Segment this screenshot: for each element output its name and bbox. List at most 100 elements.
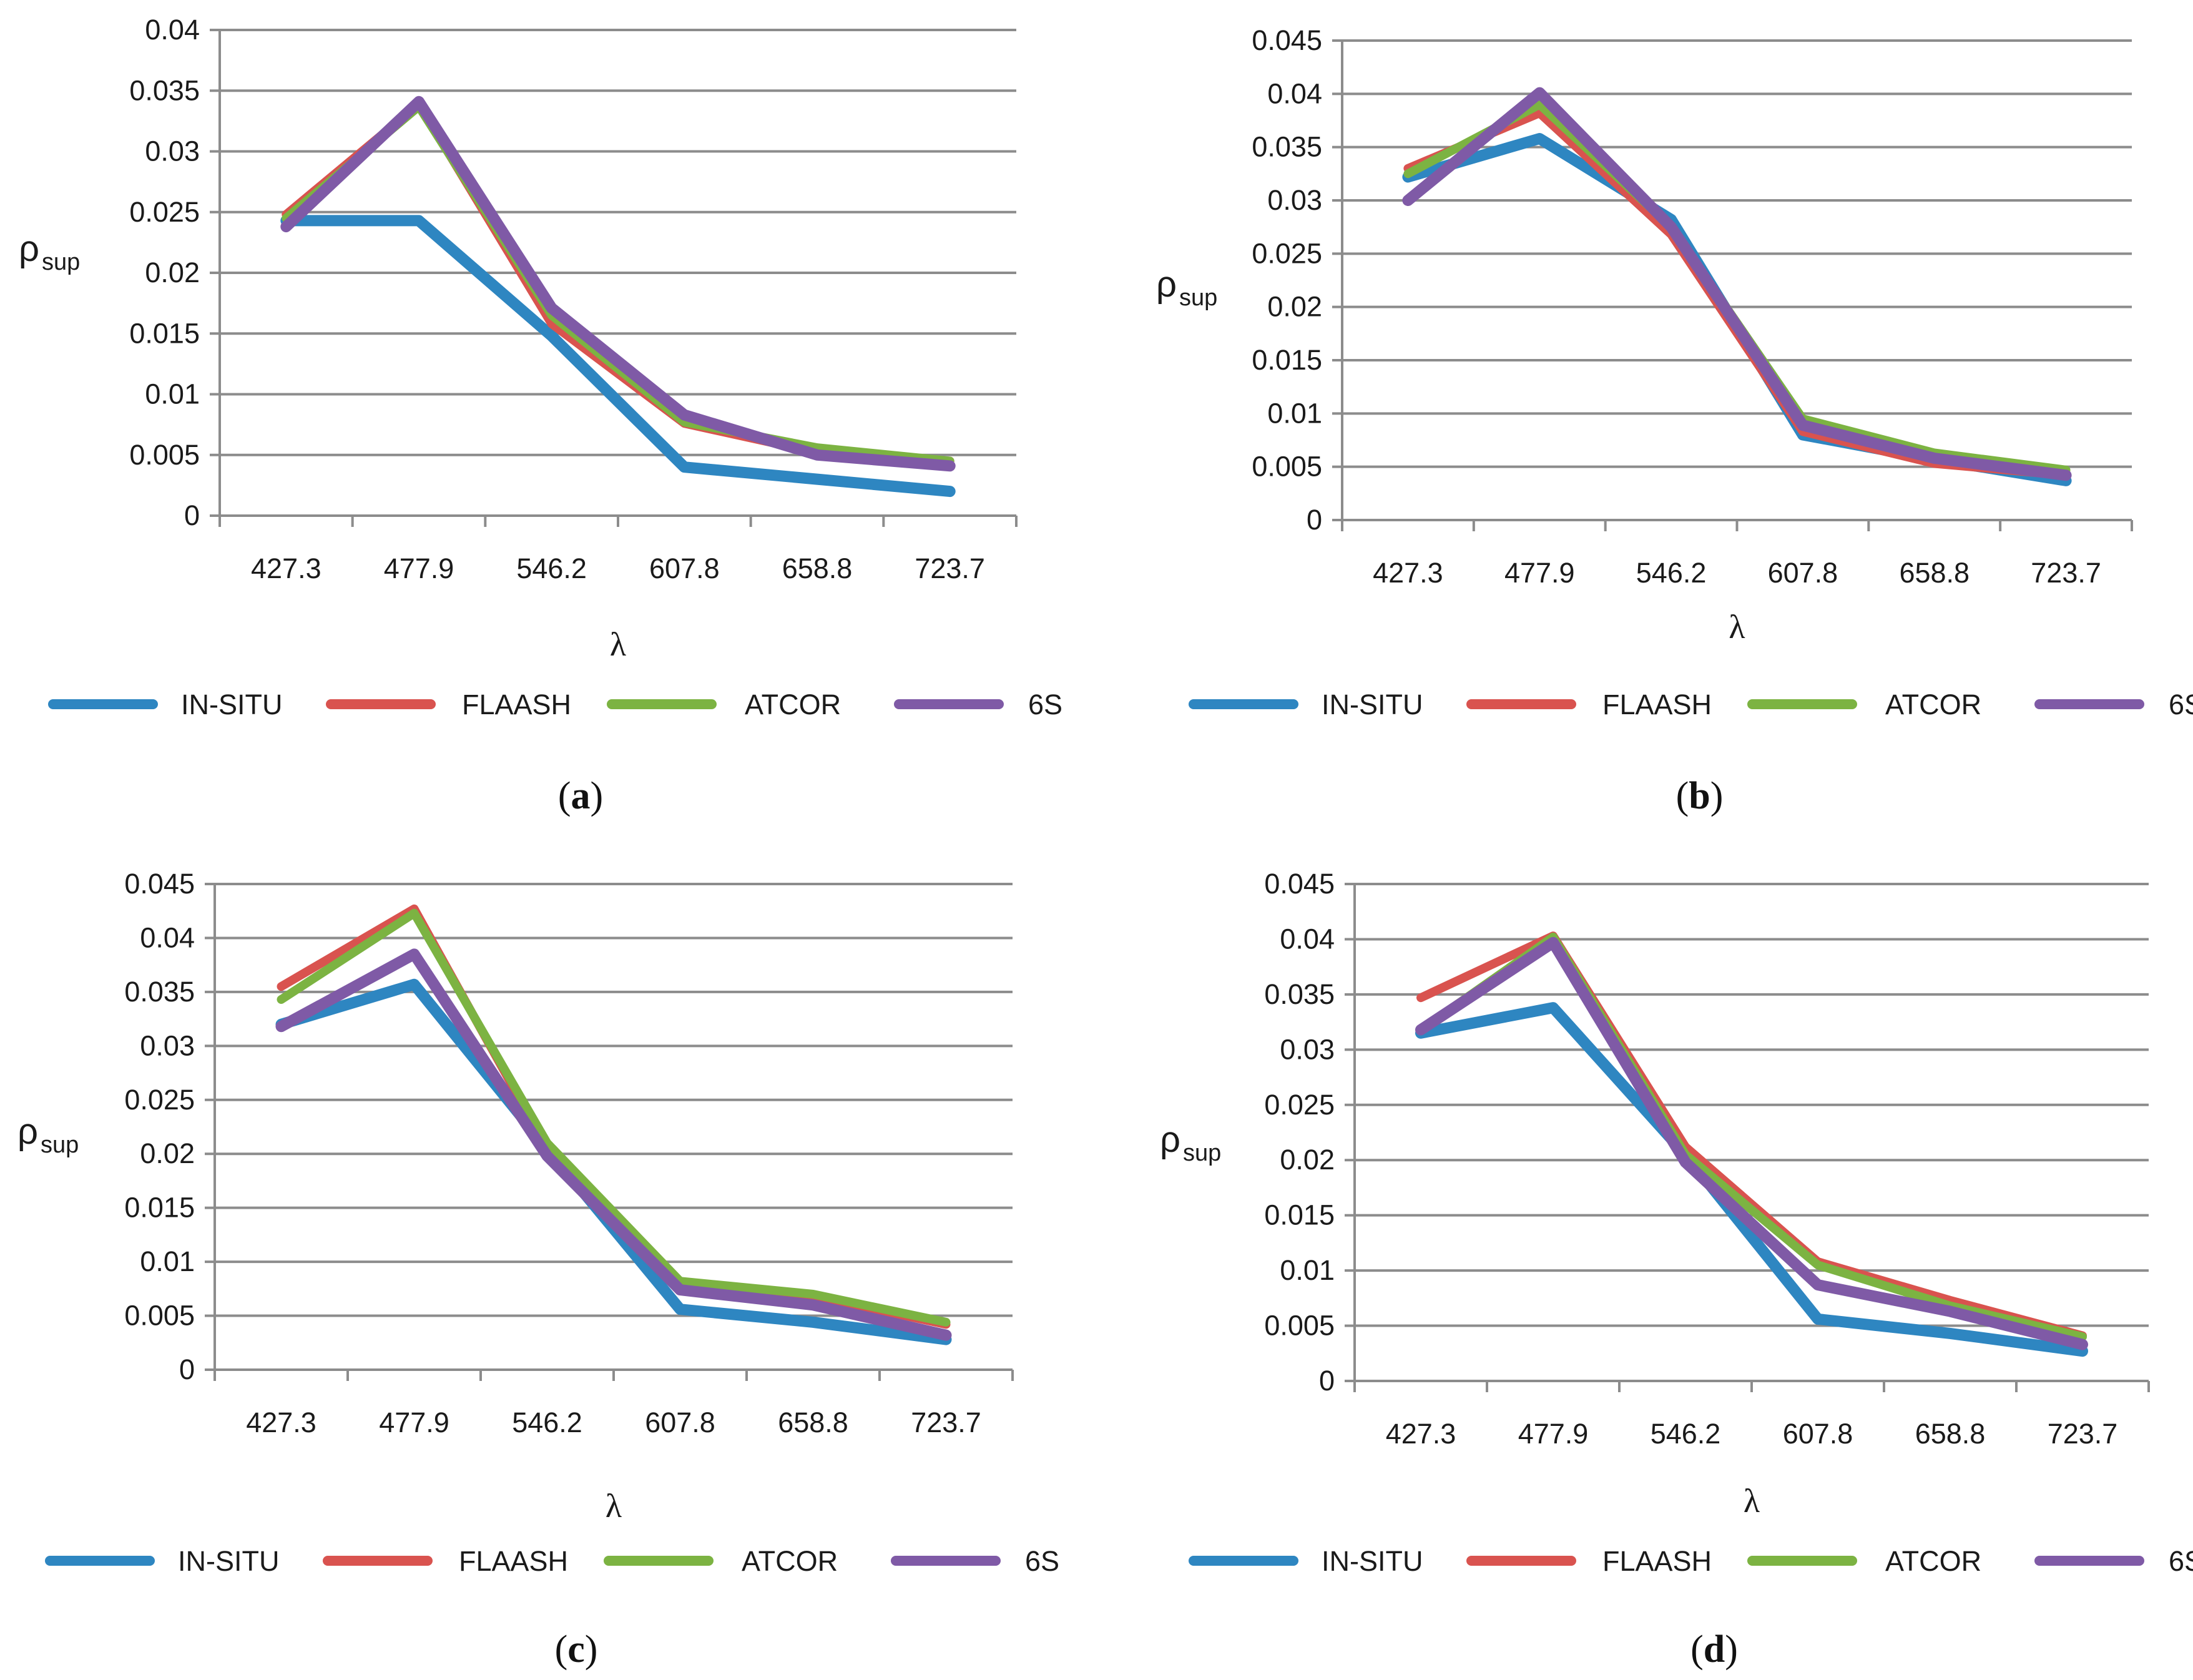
chart-panel-a: 0 0.005 0.01 0.015 0.02 0.025 0.03 0.035 0.04 427… xyxy=(19,14,1062,817)
x-axis-title: λ xyxy=(1744,1482,1760,1520)
x-tick-label: 607.8 xyxy=(1768,557,1838,589)
y-axis-title: ρ sup xyxy=(17,1111,79,1158)
legend-label-in-situ: IN-SITU xyxy=(1322,689,1423,720)
legend-label-6s: 6S xyxy=(2169,689,2193,720)
panel-label: (c) xyxy=(555,1628,598,1671)
panel-label: (b) xyxy=(1676,775,1724,817)
series-line-flaash xyxy=(1403,109,2071,480)
series-line-flaash xyxy=(1416,931,2087,1340)
series-line-in-situ xyxy=(275,978,952,1345)
series-line-atcor xyxy=(1416,932,2087,1342)
x-tick-label: 658.8 xyxy=(1915,1418,1986,1450)
y-tick-label: 0.025 xyxy=(129,196,200,228)
series-line-6s xyxy=(275,948,952,1341)
series-line-6s xyxy=(1415,936,2088,1350)
x-tick-label: 658.8 xyxy=(1899,557,1970,589)
legend-label-in-situ: IN-SITU xyxy=(181,689,283,720)
x-tick-label: 477.9 xyxy=(384,553,454,584)
panel-label: (d) xyxy=(1690,1628,1738,1671)
x-tick-label: 658.8 xyxy=(782,553,853,584)
y-tick-label: 0.02 xyxy=(145,257,200,288)
y-axis-title: ρ sup xyxy=(1156,264,1217,311)
y-tick-label: 0.035 xyxy=(1252,131,1322,163)
legend-label-flaash: FLAASH xyxy=(1602,689,1712,720)
series-line-atcor xyxy=(1403,100,2071,474)
x-tick-label: 607.8 xyxy=(645,1407,715,1438)
y-tick-label: 0.01 xyxy=(140,1245,195,1277)
y-axis-title: ρ sup xyxy=(19,228,80,275)
x-tick-label: 546.2 xyxy=(512,1407,582,1438)
x-tick-label: 477.9 xyxy=(1518,1418,1589,1450)
y-tick-label: 0.035 xyxy=(1264,978,1335,1010)
series-line-6s xyxy=(280,96,956,472)
y-tick-label: 0.01 xyxy=(1267,397,1322,429)
y-tick-label: 0.015 xyxy=(129,317,200,349)
legend-label-flaash: FLAASH xyxy=(462,689,571,720)
y-tick-label: 0.02 xyxy=(1267,291,1322,323)
x-tick-label: 607.8 xyxy=(649,553,720,584)
y-tick-label: 0 xyxy=(179,1353,195,1385)
legend-label-atcor: ATCOR xyxy=(745,689,841,720)
x-tick-label: 427.3 xyxy=(246,1407,316,1438)
y-tick-label: 0 xyxy=(1319,1365,1335,1397)
legend-label-flaash: FLAASH xyxy=(459,1545,568,1577)
series-line-atcor xyxy=(277,908,951,1327)
legend-label-6s: 6S xyxy=(1028,689,1062,720)
y-tick-label: 0 xyxy=(1307,504,1322,536)
y-tick-label: 0 xyxy=(184,499,200,531)
y-tick-label: 0.01 xyxy=(1280,1254,1335,1286)
legend-label-6s: 6S xyxy=(1025,1545,1059,1577)
y-tick-label: 0.03 xyxy=(145,135,200,167)
x-tick-label: 546.2 xyxy=(1636,557,1707,589)
y-tick-label: 0.03 xyxy=(1267,184,1322,216)
x-tick-label: 607.8 xyxy=(1783,1418,1853,1450)
x-tick-label: 723.7 xyxy=(911,1407,981,1438)
y-tick-label: 0.035 xyxy=(124,976,195,1008)
x-axis-title: λ xyxy=(606,1487,622,1525)
x-tick-label: 427.3 xyxy=(1386,1418,1456,1450)
legend-label-atcor: ATCOR xyxy=(1885,689,1981,720)
x-tick-label: 723.7 xyxy=(915,553,985,584)
y-tick-label: 0.03 xyxy=(140,1029,195,1061)
legend-label-flaash: FLAASH xyxy=(1602,1545,1712,1577)
x-tick-label: 658.8 xyxy=(778,1407,848,1438)
legend-label-6s: 6S xyxy=(2169,1545,2193,1577)
y-tick-label: 0.035 xyxy=(129,74,200,106)
y-tick-label: 0.015 xyxy=(124,1192,195,1224)
series-line-in-situ xyxy=(1415,1002,2088,1357)
y-tick-label: 0.025 xyxy=(1264,1089,1335,1121)
y-tick-label: 0.025 xyxy=(124,1084,195,1116)
y-tick-label: 0.02 xyxy=(1280,1144,1335,1176)
x-tick-label: 477.9 xyxy=(379,1407,449,1438)
chart-panel-c: 0 0.005 0.01 0.015 0.02 0.025 0.03 0.035 0.04 0.0… xyxy=(17,868,1059,1671)
y-tick-label: 0.045 xyxy=(1252,24,1322,56)
y-tick-label: 0.045 xyxy=(1264,868,1335,900)
chart-panel-b: 0 0.005 0.01 0.015 0.02 0.025 0.03 0.035 0.04 0.0… xyxy=(1156,24,2193,817)
x-tick-label: 477.9 xyxy=(1504,557,1575,589)
legend-label-in-situ: IN-SITU xyxy=(178,1545,280,1577)
y-tick-label: 0.02 xyxy=(140,1137,195,1169)
x-tick-label: 546.2 xyxy=(516,553,587,584)
chart-panel-d: 0 0.005 0.01 0.015 0.02 0.025 0.03 0.035 0.04 0.0… xyxy=(1160,868,2193,1671)
series-line-6s xyxy=(1402,87,2072,481)
x-axis-title: λ xyxy=(1729,608,1745,646)
x-tick-label: 427.3 xyxy=(1373,557,1443,589)
series-line-in-situ xyxy=(1402,133,2072,486)
y-tick-label: 0.04 xyxy=(1267,77,1322,109)
y-tick-label: 0.04 xyxy=(1280,923,1335,955)
y-tick-label: 0.015 xyxy=(1252,344,1322,376)
series-line-in-situ xyxy=(280,215,956,498)
y-tick-label: 0.04 xyxy=(145,14,200,46)
legend-label-in-situ: IN-SITU xyxy=(1322,1545,1423,1577)
y-tick-label: 0.005 xyxy=(1264,1310,1335,1342)
panel-label: (a) xyxy=(558,775,603,817)
y-tick-label: 0.045 xyxy=(124,868,195,900)
y-tick-label: 0.005 xyxy=(1252,451,1322,483)
x-tick-label: 546.2 xyxy=(1651,1418,1721,1450)
y-tick-label: 0.03 xyxy=(1280,1033,1335,1065)
y-tick-label: 0.005 xyxy=(124,1300,195,1332)
y-tick-label: 0.005 xyxy=(129,439,200,471)
x-tick-label: 427.3 xyxy=(251,553,321,584)
y-tick-label: 0.04 xyxy=(140,921,195,953)
